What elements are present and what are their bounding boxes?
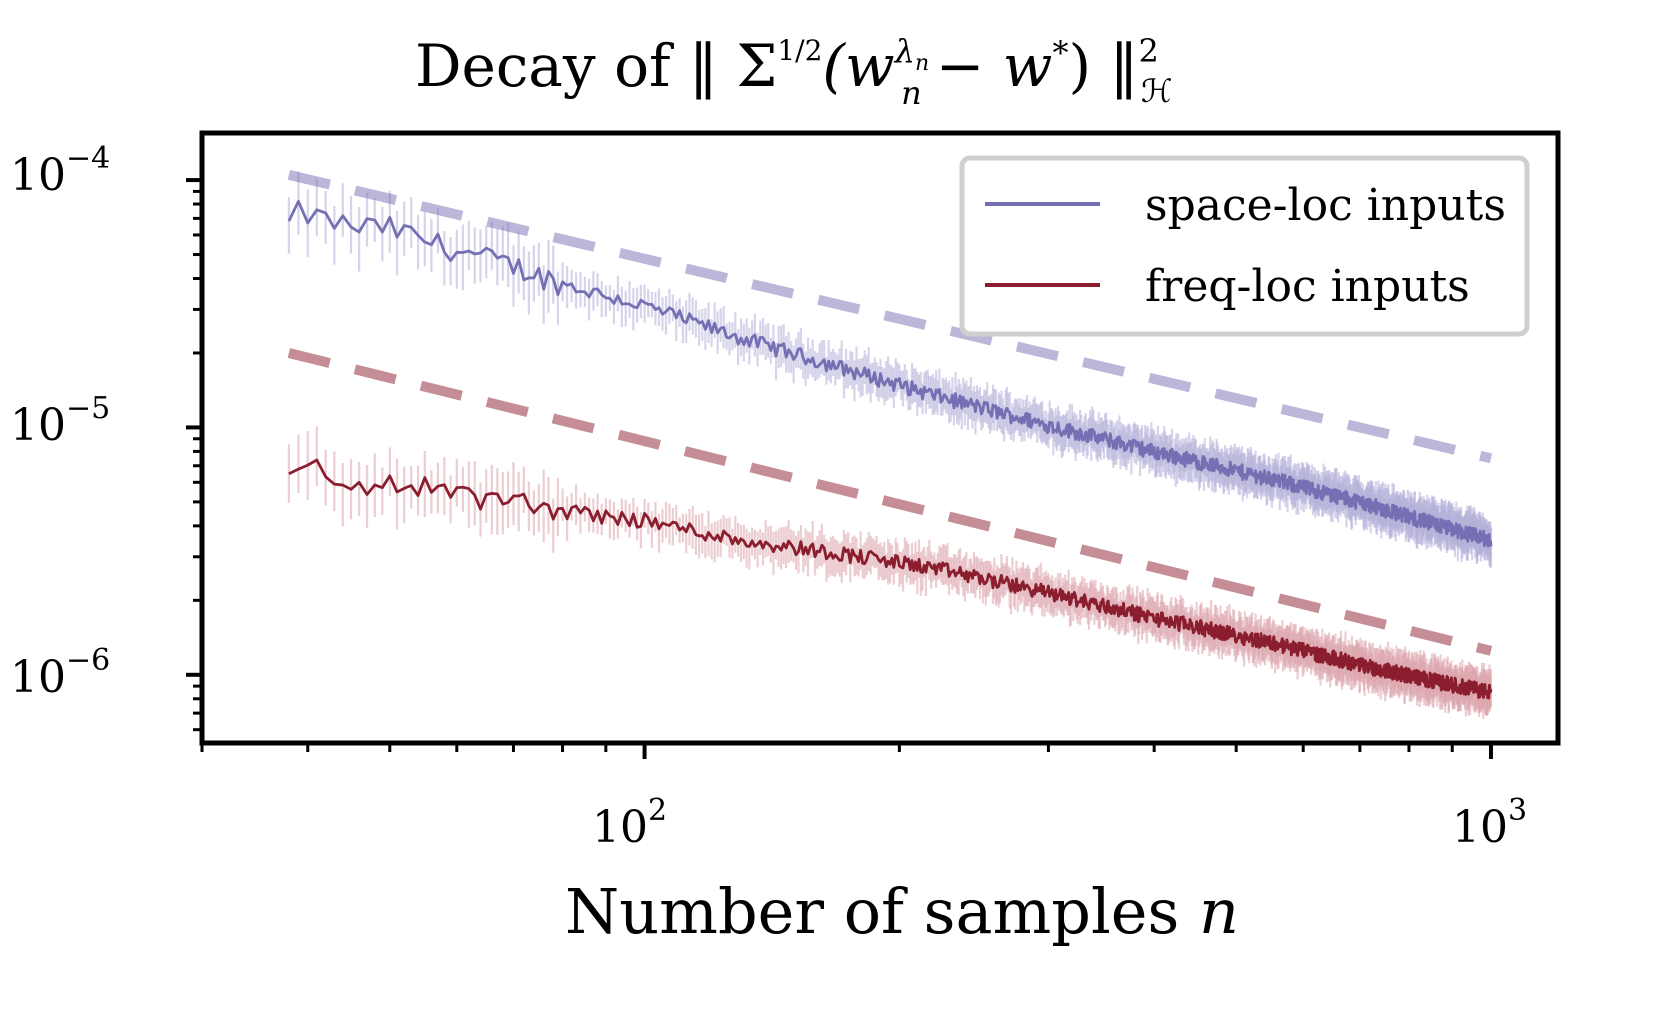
series-line-space-loc [287,199,1493,548]
series-lines [287,199,1493,700]
trend-line-space-loc [287,169,1493,464]
y-tick-label-1e-5: 10−5 [10,391,110,451]
series-line-freq-loc [288,458,1493,700]
y-tick-label-1e-4: 10−4 [10,141,110,201]
legend-label-space-loc: space-loc inputs [1145,180,1506,231]
y-tick-label-1e-6: 10−6 [10,643,110,703]
chart-title: Decay of ‖ Σ1/2(wλn n − w*) ‖2 ℋ [415,32,1173,112]
legend-label-freq-loc: freq-loc inputs [1145,261,1470,312]
legend-frame [959,155,1530,337]
x-tick-label-100: 102 [592,793,667,853]
x-tick-label-1000: 103 [1452,793,1527,853]
x-axis-label: Number of samples n [565,875,1239,948]
trend-line-freq-loc [287,348,1493,656]
axis-ticks [186,178,1493,759]
trend-lines [287,169,1493,656]
legend: space-loc inputs freq-loc inputs [959,155,1530,337]
